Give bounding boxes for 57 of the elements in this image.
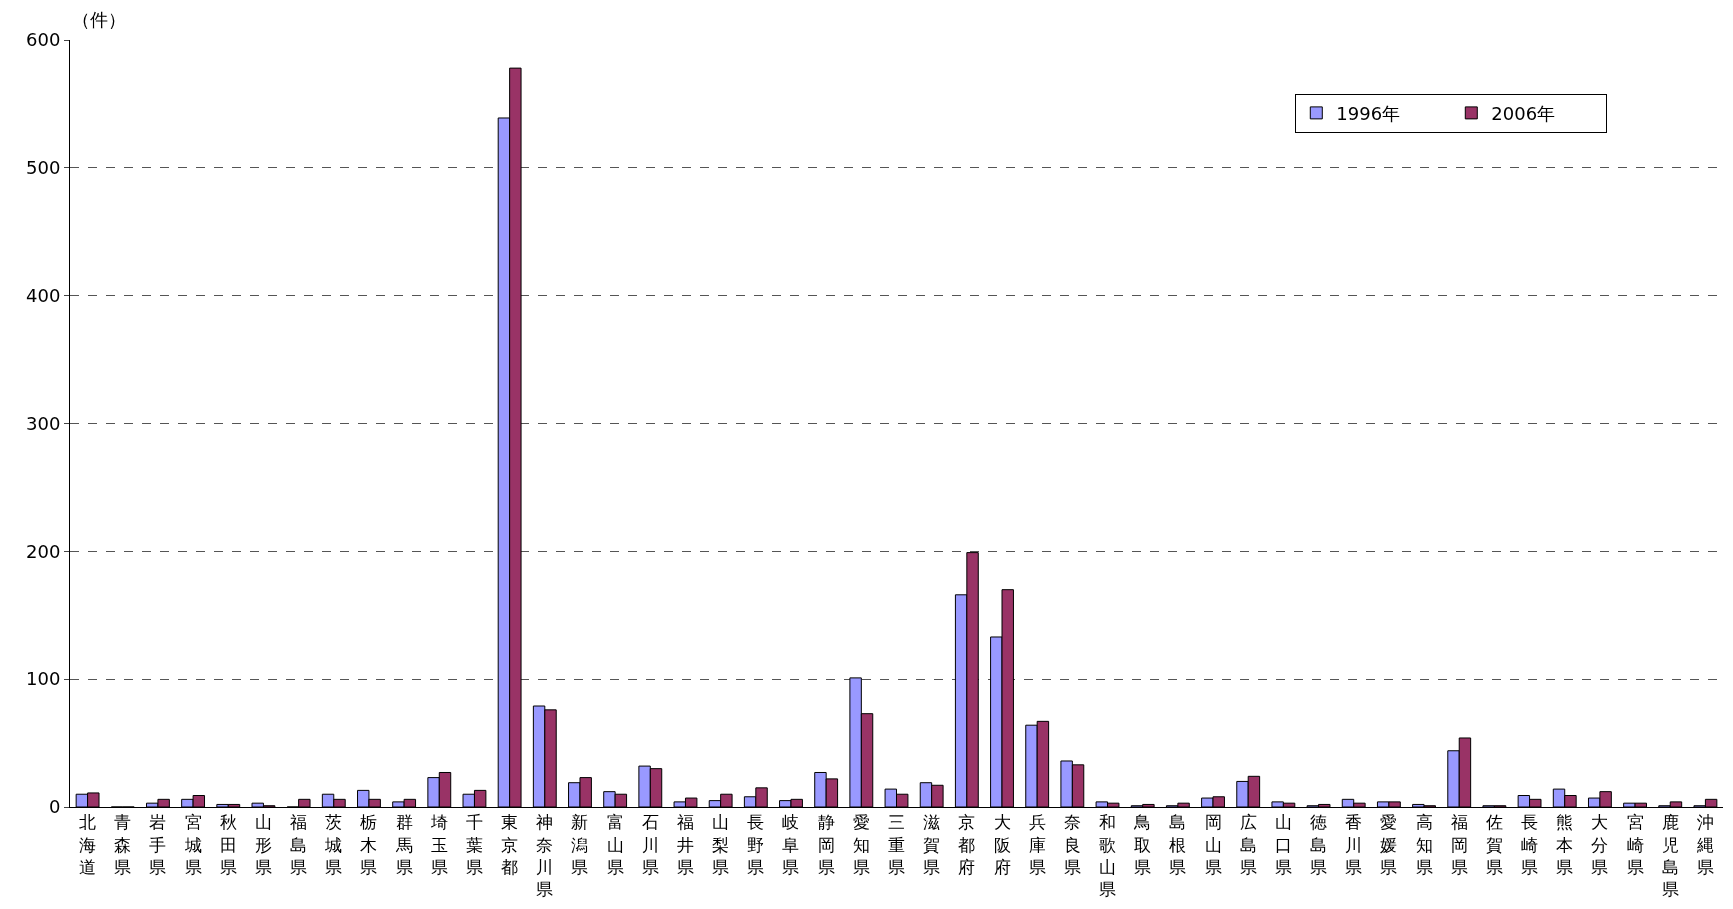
x-tick-label: 静岡県 <box>817 812 835 877</box>
y-tick-label: 300 <box>26 412 61 434</box>
x-tick-label: 福井県 <box>676 812 694 877</box>
x-tick-label: 石川県 <box>641 812 659 877</box>
legend-label: 1996年 <box>1336 102 1401 124</box>
x-tick-label: 秋田県 <box>219 812 237 877</box>
x-tick-label: 山梨県 <box>712 812 730 877</box>
x-tick-label: 山口県 <box>1274 812 1292 877</box>
x-tick-label: 宮城県 <box>183 812 202 877</box>
x-tick-label: 沖縄県 <box>1695 812 1714 877</box>
y-tick-label: 600 <box>26 29 61 51</box>
x-tick-label: 宮崎県 <box>1626 812 1644 877</box>
x-tick-label: 高知県 <box>1415 812 1433 877</box>
x-tick-label: 千葉県 <box>465 812 483 877</box>
x-tick-label: 東京都 <box>501 812 519 877</box>
x-tick-label: 岡山県 <box>1204 812 1222 877</box>
x-tick-label: 神奈川県 <box>536 812 554 899</box>
x-tick-label: 茨城県 <box>324 812 343 877</box>
y-tick-label: 200 <box>26 540 61 562</box>
x-tick-label: 福岡県 <box>1450 812 1468 877</box>
x-tick-label: 愛知県 <box>852 812 870 877</box>
x-tick-label: 京都府 <box>958 812 976 877</box>
y-tick-label: 500 <box>26 157 61 179</box>
x-tick-label: 佐賀県 <box>1485 812 1503 877</box>
x-tick-label: 熊本県 <box>1556 812 1574 877</box>
x-tick-label: 鹿児島県 <box>1661 812 1679 899</box>
x-tick-label: 長崎県 <box>1521 812 1539 877</box>
x-tick-label: 埼玉県 <box>429 812 448 877</box>
x-tick-label: 三重県 <box>888 812 905 877</box>
y-tick-label: 400 <box>26 284 61 306</box>
x-tick-label: 和歌山県 <box>1099 812 1117 899</box>
x-tick-label: 北海道 <box>79 812 97 877</box>
y-axis-title: （件） <box>72 9 126 30</box>
x-tick-label: 富山県 <box>606 812 624 877</box>
x-tick-label: 愛媛県 <box>1380 812 1398 877</box>
y-tick-label: 0 <box>48 796 61 818</box>
x-tick-label: 奈良県 <box>1063 812 1081 877</box>
x-tick-label: 群馬県 <box>394 812 413 877</box>
x-tick-label: 山形県 <box>254 812 272 877</box>
y-tick-label: 100 <box>26 668 61 690</box>
x-tick-label: 岩手県 <box>149 812 167 877</box>
x-tick-label: 福島県 <box>290 812 308 877</box>
x-tick-label: 大阪府 <box>993 812 1011 877</box>
x-tick-label: 鳥取県 <box>1133 812 1152 877</box>
x-tick-label: 徳島県 <box>1310 812 1328 877</box>
x-tick-label: 岐阜県 <box>782 812 800 877</box>
x-tick-label: 島根県 <box>1169 812 1187 877</box>
x-tick-label: 兵庫県 <box>1028 812 1046 877</box>
x-tick-label: 長野県 <box>747 812 765 877</box>
x-tick-label: 大分県 <box>1591 812 1609 877</box>
legend-label: 2006年 <box>1491 102 1556 124</box>
x-tick-label: 青森県 <box>114 812 132 877</box>
x-tick-label: 香川県 <box>1345 812 1363 877</box>
x-tick-label: 広島県 <box>1239 812 1257 877</box>
x-tick-label: 新潟県 <box>571 812 589 877</box>
x-tick-label: 栃木県 <box>360 812 378 877</box>
x-tick-label: 滋賀県 <box>923 812 941 877</box>
